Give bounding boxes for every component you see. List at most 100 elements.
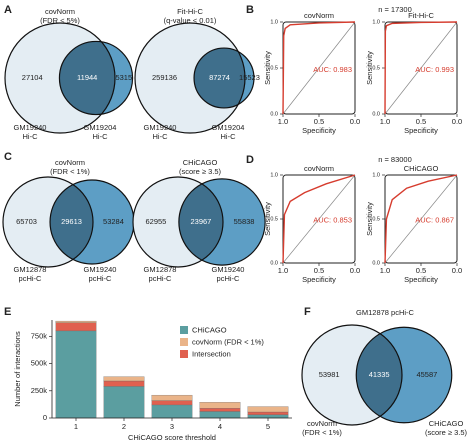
set-label: pcHi-C [89,274,113,283]
roc-curve [384,174,458,264]
intersection [178,178,223,266]
y-tick-label: 1.0 [270,19,278,25]
bar-segment [247,414,289,419]
set-label: pcHi-C [217,274,241,283]
reference-line [384,174,458,264]
bar-segment [103,380,145,387]
auc-label: AUC: 0.983 [313,65,352,74]
x-tick-label: 5 [266,422,270,431]
set-label: (score ≥ 3.5) [425,428,468,437]
y-axis-label: Sensitivity [365,202,374,236]
reference-line [282,21,356,115]
venn-title: (score ≥ 3.5) [179,167,222,176]
count-label: 87274 [209,73,230,82]
set-label: Hi-C [23,132,39,141]
set-label: CHiCAGO [429,419,464,428]
venn-title: Fit-Hi-C [177,7,203,16]
x-tick-label: 0.5 [416,117,426,126]
count-label: 29613 [61,217,82,226]
bar-segment [247,406,289,413]
count-label: 259136 [152,73,177,82]
set-label: (FDR < 1%) [302,428,342,437]
roc-title: Fit-Hi-C [408,11,434,20]
x-tick-label: 1.0 [380,117,390,126]
panel-letter: A [4,4,12,16]
set-label: GM19240 [212,265,245,274]
x-axis-label: Specificity [302,126,336,135]
y-tick-label: 250k [31,386,48,395]
bar-segment [55,322,97,332]
y-tick-label: 0.0 [270,111,278,117]
venn-title: (q-value < 0.01) [164,16,217,25]
bar-segment [199,402,241,409]
bar-segment [199,408,241,412]
set-label: Hi-C [93,132,109,141]
x-tick-label: 4 [218,422,222,431]
y-axis-label: Sensitivity [263,202,272,236]
venn-title: covNorm [45,7,75,16]
y-axis-label: Sensitivity [263,51,272,85]
x-tick-label: 0.0 [350,117,360,126]
roc-title: CHiCAGO [404,164,439,173]
roc-title: covNorm [304,164,334,173]
bar-segment [247,411,289,415]
bar-segment [151,400,193,406]
count-label: 23967 [191,217,212,226]
roc-curve [282,21,356,115]
x-axis-label: Specificity [404,126,438,135]
y-tick-label: 0.5 [372,216,380,222]
y-tick-label: 0.5 [270,216,278,222]
outline [178,178,266,266]
count-label: 55838 [234,217,255,226]
set-label: covNorm [307,419,337,428]
auc-label: AUC: 0.867 [415,216,454,225]
set-label: GM19204 [84,123,117,132]
auc-label: AUC: 0.993 [415,65,454,74]
legend-swatch [180,326,188,334]
roc-curve [384,21,458,115]
bar-segment [151,394,193,401]
set-label: GM19240 [14,123,47,132]
legend-label: CHiCAGO [192,325,227,334]
y-axis-label: Number of interactions [13,331,22,407]
panel-letter: D [246,154,254,166]
y-tick-label: 1.0 [270,172,278,178]
panel-letter: E [4,306,11,318]
y-tick-label: 0 [43,413,47,422]
outline [2,176,94,268]
set-label: GM19204 [212,123,245,132]
set-label: Hi-C [221,132,237,141]
x-tick-label: 0.5 [314,266,324,275]
bar-segment [199,411,241,419]
roc-title: covNorm [304,11,334,20]
count-label: 53284 [103,217,124,226]
sample-size: n = 83000 [378,155,412,164]
set-label: Hi-C [153,132,169,141]
legend-label: covNorm (FDR < 1%) [192,337,264,346]
panel-letter: F [304,306,311,318]
y-tick-label: 500k [31,359,48,368]
outline [134,22,246,134]
y-tick-label: 0.0 [372,260,380,266]
y-tick-label: 0.5 [372,65,380,71]
count-label: 15523 [239,73,260,82]
x-tick-label: 1.0 [278,266,288,275]
outline [193,47,255,109]
y-tick-label: 0.0 [270,260,278,266]
count-label: 53981 [319,370,340,379]
set-label: pcHi-C [149,274,173,283]
set-label: GM19240 [84,265,117,274]
venn-title: (FDR < 1%) [50,167,90,176]
legend-swatch [180,338,188,346]
x-tick-label: 0.0 [452,266,462,275]
bar-segment [103,376,145,382]
panel-letter: B [246,4,254,16]
outline [58,40,134,116]
y-tick-label: 0.5 [270,65,278,71]
venn-title: CHiCAGO [183,158,218,167]
outline [132,176,224,268]
x-tick-label: 1 [74,422,78,431]
x-tick-label: 0.5 [416,266,426,275]
venn-title: GM12878 pcHi-C [356,308,415,317]
